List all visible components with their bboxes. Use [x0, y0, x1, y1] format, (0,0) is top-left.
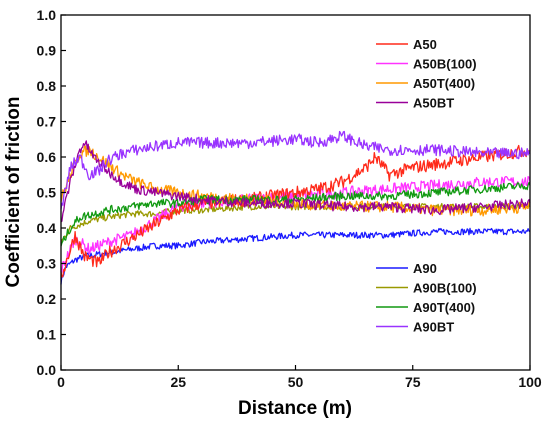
series-line-a50b-100	[60, 175, 531, 273]
series-line-a50bt	[60, 140, 531, 223]
series-layer	[60, 130, 531, 285]
y-tick-label: 1.0	[37, 7, 57, 23]
legend-label: A50	[413, 37, 437, 52]
y-tick-label: 0.3	[37, 256, 57, 272]
y-tick-label: 0.5	[37, 185, 57, 201]
x-tick-label: 100	[518, 374, 542, 390]
x-axis-title: Distance (m)	[238, 398, 352, 419]
legend-label: A50T(400)	[413, 76, 475, 91]
y-tick-label: 0.2	[37, 291, 57, 307]
y-tick-label: 0.4	[37, 220, 57, 236]
y-tick-label: 0.1	[37, 327, 57, 343]
y-axis-title: Coefficient of friction	[3, 96, 24, 287]
series-line-a50	[60, 144, 531, 278]
legend-label: A50B(100)	[413, 57, 477, 72]
legend-label: A90B(100)	[413, 281, 477, 296]
x-tick-label: 0	[57, 374, 65, 390]
legend-layer: A50 A50B(100) A50T(400) A50BT A90 A90B(100) A9…	[376, 37, 477, 335]
series-line-a90	[60, 227, 531, 285]
x-tick-label: 75	[405, 374, 421, 390]
legend-label: A50BT	[413, 96, 454, 111]
y-tick-label: 0.7	[37, 114, 57, 130]
series-line-a90t-400	[60, 181, 531, 247]
x-tick-label: 50	[288, 374, 304, 390]
y-tick-label: 0.6	[37, 149, 57, 165]
legend-label: A90T(400)	[413, 300, 475, 315]
x-tick-label: 25	[170, 374, 186, 390]
y-tick-label: 0.0	[37, 362, 57, 378]
y-tick-label: 0.9	[37, 43, 57, 59]
legend-label: A90	[413, 261, 437, 276]
legend-label: A90BT	[413, 320, 454, 335]
y-tick-label: 0.8	[37, 78, 57, 94]
series-line-a90bt	[60, 130, 531, 210]
axis-layer: 0 25 50 75 100 0.0 0.1 0.2 0.3 0.4 0.5 0.6 0.7 0.8 0.9…	[37, 7, 542, 390]
